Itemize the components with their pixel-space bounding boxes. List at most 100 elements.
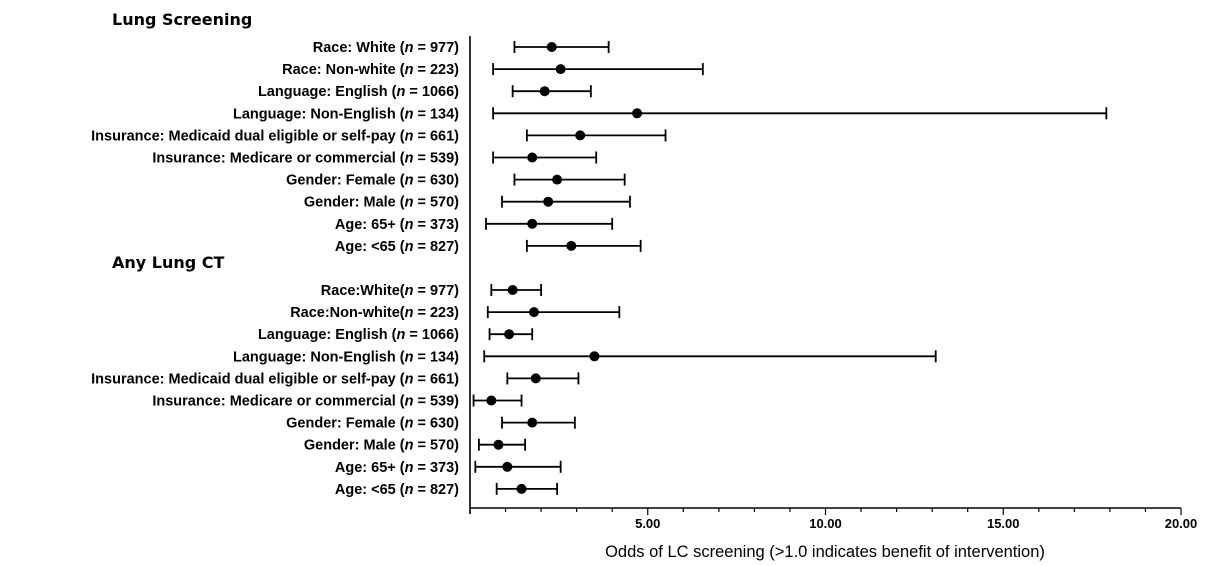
row-label-part: Language: Non-English ( <box>233 349 405 365</box>
point-estimate <box>566 240 577 251</box>
row-label-part: Insurance: Medicaid dual eligible or sel… <box>91 128 405 144</box>
row-label: Insurance: Medicare or commercial (n = 5… <box>152 394 459 410</box>
row-label-part: = 630) <box>413 416 459 432</box>
n-symbol: n <box>405 371 414 387</box>
row-label: Insurance: Medicaid dual eligible or sel… <box>91 128 459 144</box>
row-label: Gender: Male (n = 570) <box>304 438 459 454</box>
row-label: Age: 65+ (n = 373) <box>335 460 459 476</box>
point-estimate <box>575 130 586 141</box>
n-symbol: n <box>405 482 414 498</box>
row-label-part: = 1066) <box>405 84 459 100</box>
n-symbol: n <box>405 106 414 122</box>
row-label-part: Race:White( <box>321 283 405 299</box>
row-label-part: Gender: Female ( <box>286 416 405 432</box>
point-estimate <box>528 307 539 318</box>
n-symbol: n <box>405 217 414 233</box>
row-label: Race:Non-white(n = 223) <box>290 305 459 321</box>
row-label-part: Insurance: Medicaid dual eligible or sel… <box>91 371 405 387</box>
point-estimate <box>546 42 557 52</box>
point-estimate <box>527 218 538 229</box>
row-label-part: Gender: Male ( <box>304 438 405 454</box>
row-label-part: = 539) <box>413 394 459 410</box>
row-label-part: Insurance: Medicare or commercial ( <box>152 394 404 410</box>
row-label-part: = 570) <box>413 195 459 211</box>
row-label-part: Age: 65+ ( <box>335 217 405 233</box>
row-label-part: = 661) <box>413 128 459 144</box>
point-estimate <box>543 196 554 207</box>
n-symbol: n <box>397 327 406 343</box>
n-symbol: n <box>405 40 414 56</box>
row-label: Age: <65 (n = 827) <box>335 239 459 255</box>
point-estimate <box>552 174 563 185</box>
row-label-part: Language: Non-English ( <box>233 106 405 122</box>
row-label: Age: 65+ (n = 373) <box>335 217 459 233</box>
n-symbol: n <box>405 195 414 211</box>
row-label-part: = 977) <box>413 283 459 299</box>
row-label-part: = 1066) <box>405 327 459 343</box>
row-label-part: = 570) <box>413 438 459 454</box>
point-estimate <box>530 373 541 384</box>
row-label-part: = 827) <box>413 239 459 255</box>
n-symbol: n <box>405 173 414 189</box>
point-estimate <box>504 329 515 340</box>
row-label: Language: English (n = 1066) <box>258 84 459 100</box>
row-label: Race:White(n = 977) <box>321 283 459 299</box>
row-label-part: = 630) <box>413 173 459 189</box>
x-tick-label: 5.00 <box>635 516 660 531</box>
x-tick-label: 15.00 <box>987 516 1020 531</box>
row-label: Race: White (n = 977) <box>313 40 459 56</box>
point-estimate <box>502 461 513 472</box>
row-label-part: = 977) <box>413 40 459 56</box>
n-symbol: n <box>405 151 414 167</box>
n-symbol: n <box>405 283 414 299</box>
row-label-part: = 223) <box>413 305 459 321</box>
section-title: Any Lung CT <box>112 253 225 272</box>
row-label-part: Insurance: Medicare or commercial ( <box>152 151 404 167</box>
row-label-part: Age: <65 ( <box>335 482 405 498</box>
row-label: Language: Non-English (n = 134) <box>233 349 459 365</box>
n-symbol: n <box>405 416 414 432</box>
point-estimate <box>507 285 518 295</box>
row-label: Race: Non-white (n = 223) <box>282 62 459 78</box>
row-label-part: = 661) <box>413 371 459 387</box>
n-symbol: n <box>405 62 414 78</box>
x-tick-label: 20.00 <box>1165 516 1198 531</box>
point-estimate <box>539 86 550 97</box>
n-symbol: n <box>405 349 414 365</box>
point-estimate <box>486 395 497 406</box>
row-label: Gender: Female (n = 630) <box>286 173 459 189</box>
row-label-part: Gender: Male ( <box>304 195 405 211</box>
point-estimate <box>589 351 600 362</box>
row-label: Insurance: Medicare or commercial (n = 5… <box>152 151 459 167</box>
n-symbol: n <box>397 84 406 100</box>
row-label-part: Race:Non-white( <box>290 305 405 321</box>
row-label: Gender: Male (n = 570) <box>304 195 459 211</box>
row-label: Age: <65 (n = 827) <box>335 482 459 498</box>
point-estimate <box>527 152 538 163</box>
n-symbol: n <box>405 438 414 454</box>
row-label-part: = 373) <box>413 217 459 233</box>
n-symbol: n <box>405 394 414 410</box>
row-label: Language: English (n = 1066) <box>258 327 459 343</box>
row-label-part: Age: 65+ ( <box>335 460 405 476</box>
point-estimate <box>527 417 538 428</box>
row-label: Insurance: Medicaid dual eligible or sel… <box>91 371 459 387</box>
n-symbol: n <box>405 305 414 321</box>
row-label-part: = 827) <box>413 482 459 498</box>
point-estimate <box>632 108 643 119</box>
n-symbol: n <box>405 239 414 255</box>
point-estimate <box>516 483 527 494</box>
row-label: Gender: Female (n = 630) <box>286 416 459 432</box>
row-label-part: = 373) <box>413 460 459 476</box>
point-estimate <box>555 64 566 75</box>
row-label-part: Language: English ( <box>258 327 397 343</box>
row-label-part: = 134) <box>413 106 459 122</box>
x-tick-label: 10.00 <box>809 516 842 531</box>
row-label-part: Race: White ( <box>313 40 405 56</box>
row-label-part: = 539) <box>413 151 459 167</box>
n-symbol: n <box>405 128 414 144</box>
point-estimate <box>493 439 504 450</box>
row-label-part: Age: <65 ( <box>335 239 405 255</box>
row-label-part: = 134) <box>413 349 459 365</box>
